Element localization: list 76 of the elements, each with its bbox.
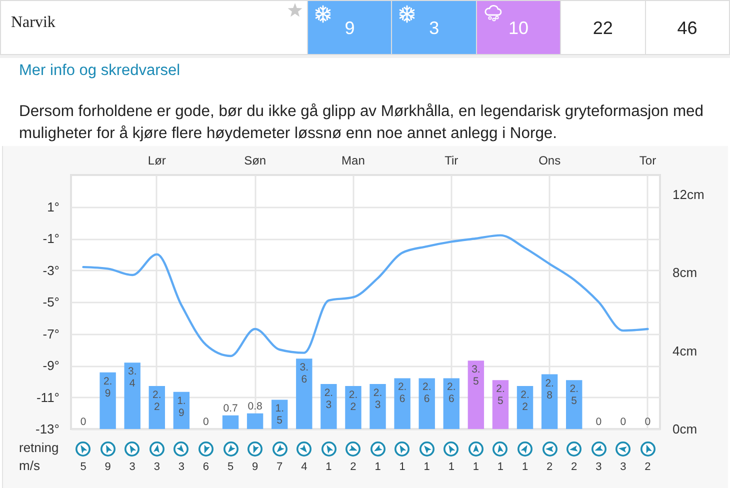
x-tick-label: Tor bbox=[639, 154, 656, 168]
y2-tick-label: 12cm bbox=[672, 187, 704, 202]
data-label: 6 bbox=[202, 460, 210, 474]
data-label: 3 bbox=[428, 18, 440, 39]
x-tick-label: Ons bbox=[538, 154, 561, 168]
x-tick-label: Man bbox=[342, 154, 365, 168]
data-label: 46 bbox=[676, 18, 698, 39]
data-label: 2.3 bbox=[324, 387, 334, 412]
x-tick-label: Søn bbox=[244, 154, 266, 168]
text: Dersom forholdene er gode, bør du ikke gå glipp av Mørkhålla, en legendarisk gryteformasjon med muligheter for å kjøre flere høydemeter løssnø enn noe annet anlegg i Norge. bbox=[19, 102, 704, 144]
data-label: 2.6 bbox=[422, 381, 432, 406]
y2-tick-label: 8cm bbox=[672, 265, 698, 280]
data-label: 1 bbox=[472, 460, 480, 474]
data-label: 2 bbox=[644, 460, 652, 474]
data-label: 0 bbox=[620, 416, 626, 428]
text: retning bbox=[19, 440, 59, 456]
data-label: 2.2 bbox=[348, 389, 358, 414]
text: Narvik bbox=[11, 14, 56, 32]
data-label: 5 bbox=[226, 460, 235, 474]
data-label: 2.5 bbox=[496, 383, 505, 408]
y-tick-label: -13° bbox=[36, 422, 60, 436]
data-label: 2.2 bbox=[152, 389, 162, 414]
data-label: 2 bbox=[546, 460, 554, 474]
y2-tick-label: 4cm bbox=[672, 343, 698, 358]
text: Mer info og skredvarsel bbox=[19, 62, 180, 80]
data-label: 9 bbox=[251, 460, 260, 474]
data-label: 1 bbox=[374, 460, 382, 474]
data-label: 2.9 bbox=[103, 375, 112, 400]
data-label: 3 bbox=[177, 460, 186, 474]
data-label: 0 bbox=[203, 416, 210, 428]
y2-tick-label: 0cm bbox=[672, 422, 698, 436]
y-tick-label: -3° bbox=[42, 262, 60, 278]
data-label: 2 bbox=[570, 460, 578, 474]
data-label: 1 bbox=[324, 460, 333, 474]
data-label: 0 bbox=[80, 416, 86, 428]
data-label: 3 bbox=[128, 460, 136, 474]
data-label: 1 bbox=[496, 460, 505, 474]
data-label: 10 bbox=[507, 18, 530, 39]
data-label: 1 bbox=[398, 460, 406, 474]
data-label: 2 bbox=[349, 460, 358, 474]
data-label: 0.7 bbox=[223, 402, 238, 414]
data-label: 3.6 bbox=[300, 362, 309, 386]
data-label: 4 bbox=[300, 460, 308, 474]
data-label: 0 bbox=[596, 416, 602, 428]
y-tick-label: -1° bbox=[42, 231, 60, 246]
y-tick-label: 1° bbox=[47, 199, 60, 214]
data-label: 3 bbox=[594, 460, 603, 474]
data-label: 1 bbox=[520, 460, 530, 474]
data-label: 3.4 bbox=[128, 366, 137, 390]
data-label: 2.8 bbox=[545, 377, 554, 402]
data-label: 22 bbox=[592, 18, 614, 39]
data-label: 3 bbox=[152, 460, 161, 474]
data-label: 0.8 bbox=[248, 400, 263, 412]
y-tick-label: -7° bbox=[42, 326, 60, 342]
y-tick-label: -11° bbox=[36, 390, 60, 405]
data-label: 7 bbox=[276, 460, 284, 474]
data-label: 1.9 bbox=[177, 394, 186, 419]
x-tick-label: Lør bbox=[148, 154, 166, 168]
data-label: 0 bbox=[644, 416, 651, 428]
data-label: 9 bbox=[104, 460, 112, 474]
text: m/s bbox=[19, 458, 40, 474]
data-label: 2.5 bbox=[570, 383, 578, 408]
data-label: 1 bbox=[422, 460, 431, 474]
data-label: 2.3 bbox=[373, 387, 382, 412]
data-label: 5 bbox=[79, 460, 88, 474]
y-tick-label: -9° bbox=[42, 358, 60, 373]
data-label: 9 bbox=[344, 18, 356, 39]
data-label: 2.2 bbox=[520, 389, 530, 414]
data-label: 1.5 bbox=[275, 402, 284, 427]
data-label: 2.6 bbox=[447, 381, 456, 406]
data-label: 1 bbox=[447, 460, 456, 474]
data-label: 3.5 bbox=[472, 364, 480, 388]
y-tick-label: -5° bbox=[42, 294, 60, 310]
x-tick-label: Tir bbox=[444, 154, 458, 168]
data-label: 3 bbox=[619, 460, 628, 474]
data-label: 2.6 bbox=[398, 381, 407, 406]
